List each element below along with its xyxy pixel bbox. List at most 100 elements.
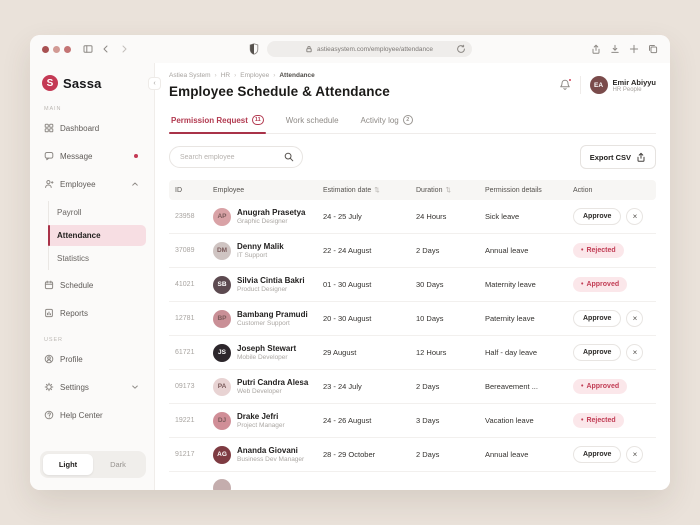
sidebar-item-payroll[interactable]: Payroll <box>57 208 82 217</box>
dashboard-icon <box>44 123 54 133</box>
reject-button[interactable]: × <box>626 446 644 463</box>
logo-text: Sassa <box>63 75 102 91</box>
breadcrumb-item-astiea-system[interactable]: Astiea System <box>169 72 211 79</box>
cell-id: 41021 <box>175 281 195 288</box>
cell-employee: AP Anugrah Prasetya Graphic Designer <box>209 207 319 226</box>
sidebar-item-dashboard[interactable]: Dashboard <box>40 117 146 139</box>
column-header-estimation-date[interactable]: Estimation date ⇅ <box>319 186 412 195</box>
sidebar-item-label: Profile <box>60 354 83 364</box>
tab-overview-icon[interactable] <box>648 44 658 54</box>
employee-chip: DM Denny Malik IT Support <box>213 241 315 260</box>
approve-button[interactable]: Approve <box>573 208 622 225</box>
browser-forward-icon[interactable] <box>119 44 129 54</box>
export-csv-button[interactable]: Export CSV <box>579 145 656 169</box>
tab-activity-log[interactable]: Activity log 2 <box>359 110 415 133</box>
search-input[interactable] <box>178 152 278 162</box>
reject-button[interactable]: × <box>626 208 644 225</box>
tab-permission-request[interactable]: Permission Request 11 <box>169 110 266 134</box>
approve-button[interactable]: Approve <box>573 344 622 361</box>
breadcrumb-item-attendance[interactable]: Attendance <box>279 72 315 79</box>
status-label: Rejected <box>586 417 616 424</box>
sidebar-item-settings[interactable]: Settings <box>40 376 146 398</box>
sidebar-collapse-button[interactable]: ‹ <box>148 77 161 90</box>
refresh-icon[interactable] <box>456 44 466 54</box>
sort-icon[interactable]: ⇅ <box>445 187 451 194</box>
sidebar: ‹ S Sassa MAIN Dashboard Message Employee … <box>30 63 161 490</box>
reject-button[interactable]: × <box>626 344 644 361</box>
breadcrumb-item-hr[interactable]: HR <box>220 72 231 79</box>
approve-button[interactable]: Approve <box>573 310 622 327</box>
chevron-up-icon[interactable] <box>130 179 140 189</box>
download-icon[interactable] <box>610 44 620 54</box>
employee-meta: Drake Jefri Project Manager <box>237 412 285 429</box>
tab-label: Work schedule <box>285 115 339 125</box>
notification-bell-icon[interactable] <box>559 78 572 91</box>
cell-estimation-date: 24 - 25 July <box>323 212 362 221</box>
sidebar-item-help-center[interactable]: Help Center <box>40 404 146 426</box>
status-label: Approved <box>586 281 620 288</box>
sidebar-section-main: MAIN <box>44 106 62 112</box>
user-menu[interactable]: EA Emir Abiyyu HR People <box>589 76 656 94</box>
avatar <box>213 479 231 490</box>
page-header-right: EA Emir Abiyyu HR People <box>559 72 656 94</box>
bell-glyph <box>559 79 571 91</box>
cell-employee <box>209 479 319 490</box>
user-name: Emir Abiyyu <box>612 77 656 87</box>
sidebar-item-label: Employee <box>60 179 96 189</box>
employee-name: Putri Candra Alesa <box>237 378 309 387</box>
table-body: 23958 AP Anugrah Prasetya Graphic Designer 2… <box>169 200 656 490</box>
theme-option-light[interactable]: Light <box>43 454 93 475</box>
close-icon: × <box>632 314 638 323</box>
sidebar-toggle-icon[interactable] <box>83 44 93 54</box>
lock-icon <box>305 45 313 53</box>
employee-meta: Joseph Stewart Mobile Developer <box>237 344 296 361</box>
employee-meta: Denny Malik IT Support <box>237 242 284 259</box>
sidebar-item-label: Message <box>60 151 93 161</box>
table-row: 09173 PA Putri Candra Alesa Web Developer 23… <box>169 370 656 404</box>
cell-permission-details: Maternity leave <box>485 280 536 289</box>
sidebar-item-schedule[interactable]: Schedule <box>40 274 146 296</box>
zoom-window-icon[interactable] <box>64 45 71 53</box>
new-tab-icon[interactable] <box>629 44 639 54</box>
theme-option-dark[interactable]: Dark <box>110 460 126 469</box>
search-icon <box>284 152 294 162</box>
sidebar-item-attendance[interactable]: Attendance <box>47 225 146 246</box>
breadcrumb-separator: › <box>234 72 237 79</box>
minimize-window-icon[interactable] <box>53 45 60 53</box>
close-window-icon[interactable] <box>42 45 49 53</box>
sort-icon[interactable]: ⇅ <box>374 187 380 194</box>
sidebar-item-statistics[interactable]: Statistics <box>57 254 90 263</box>
breadcrumb: Astiea System › HR › Employee › Attendance <box>169 72 390 79</box>
status-label: Rejected <box>586 247 616 254</box>
sidebar-item-employee[interactable]: Employee <box>40 173 146 195</box>
sidebar-nav-main: Dashboard Message Employee <box>40 117 146 201</box>
reject-button[interactable]: × <box>626 310 644 327</box>
cell-action: Approve × <box>569 446 656 463</box>
column-header-label: ID <box>175 186 182 194</box>
sidebar-item-message[interactable]: Message <box>40 145 146 167</box>
privacy-shield-icon[interactable] <box>249 43 259 55</box>
cell-permission-details: Sick leave <box>485 212 520 221</box>
breadcrumb-item-employee[interactable]: Employee <box>240 72 270 79</box>
approve-button[interactable]: Approve <box>573 446 622 463</box>
share-icon[interactable] <box>591 44 601 55</box>
chevron-down-icon[interactable] <box>130 382 140 392</box>
employee-chip: AP Anugrah Prasetya Graphic Designer <box>213 207 315 226</box>
table-row: 61721 JS Joseph Stewart Mobile Developer 29 … <box>169 336 656 370</box>
search-box[interactable] <box>169 146 303 168</box>
table-row: 91217 AG Ananda Giovani Business Dev Manage… <box>169 438 656 472</box>
employee-role: Project Manager <box>237 422 285 429</box>
url-bar[interactable]: astieasystem.com/employee/attendance <box>266 41 472 57</box>
sidebar-item-label: Reports <box>60 308 89 318</box>
app-logo[interactable]: S Sassa <box>40 73 146 99</box>
column-header-duration[interactable]: Duration ⇅ <box>412 186 481 195</box>
employee-meta: Bambang Pramudi Customer Support <box>237 310 308 327</box>
cell-id: 09173 <box>175 383 195 390</box>
employee-role: Web Developer <box>237 388 282 395</box>
sidebar-item-profile[interactable]: Profile <box>40 348 146 370</box>
tab-work-schedule[interactable]: Work schedule <box>284 110 341 133</box>
sidebar-item-reports[interactable]: Reports <box>40 302 146 324</box>
employee-name: Drake Jefri <box>237 412 279 421</box>
browser-back-icon[interactable] <box>101 44 111 54</box>
url-text: astieasystem.com/employee/attendance <box>317 45 433 53</box>
